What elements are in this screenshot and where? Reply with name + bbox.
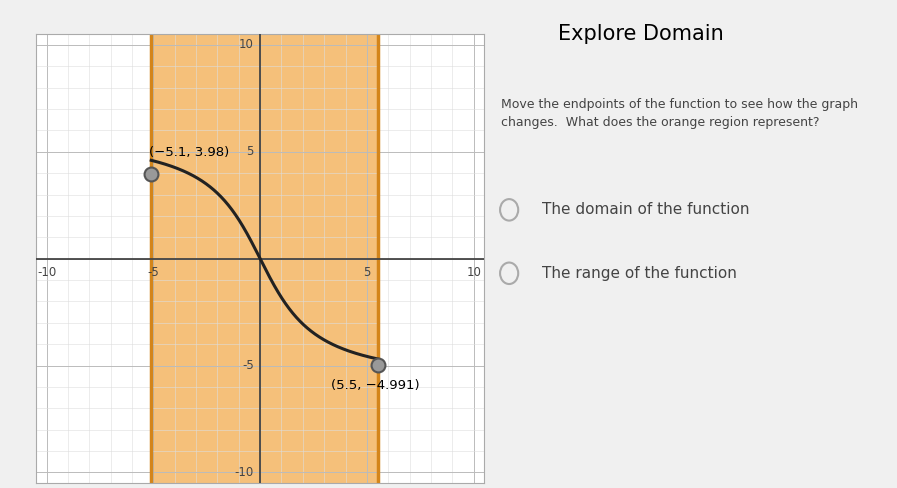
Text: 5: 5 (247, 145, 254, 158)
Text: (−5.1, 3.98): (−5.1, 3.98) (149, 145, 230, 159)
Text: 5: 5 (363, 266, 370, 279)
Bar (152, 34, 378, 483)
Point (370, 362, 385, 369)
Text: 10: 10 (466, 266, 481, 279)
Text: The range of the function: The range of the function (542, 266, 737, 281)
Text: (5.5, −4.991): (5.5, −4.991) (331, 379, 419, 392)
Text: 10: 10 (239, 39, 254, 51)
Point (144, 170, 159, 178)
Text: -10: -10 (234, 466, 254, 479)
Text: -5: -5 (147, 266, 160, 279)
Text: Explore Domain: Explore Domain (558, 24, 724, 44)
Text: -5: -5 (242, 359, 254, 372)
Text: -10: -10 (37, 266, 57, 279)
Text: Move the endpoints of the function to see how the graph
changes.  What does the : Move the endpoints of the function to se… (501, 98, 858, 129)
Text: The domain of the function: The domain of the function (542, 203, 750, 217)
